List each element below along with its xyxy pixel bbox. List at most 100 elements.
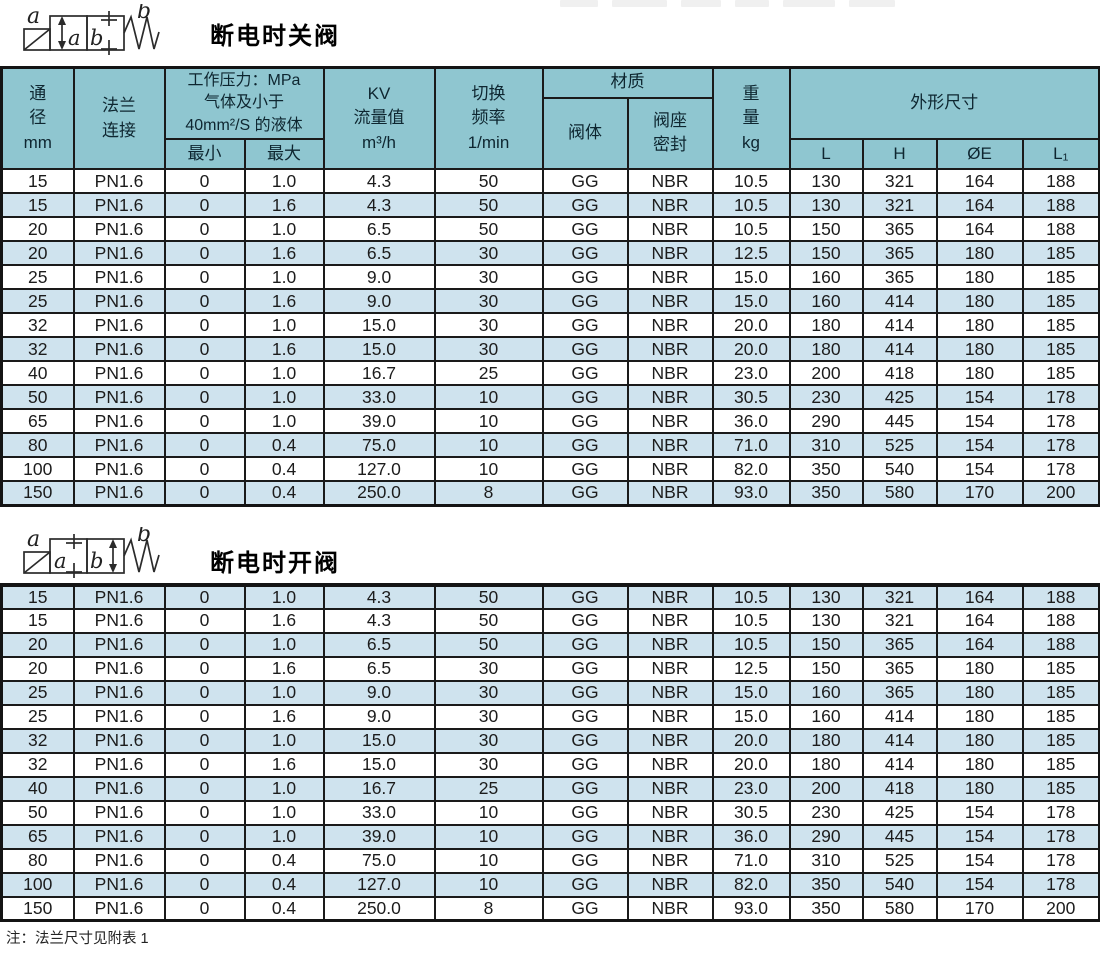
table-cell: 20	[0, 631, 75, 658]
table-cell: 180	[935, 703, 1024, 730]
table-cell: 50	[433, 607, 544, 634]
table-cell: 50	[433, 631, 544, 658]
table-row: 20 PN1.6 0 1.6 6.5 30 GG NBR 12.5 150 365 180 185	[0, 655, 1100, 682]
col-header-OE: ØE	[935, 138, 1024, 171]
table-cell: GG	[541, 264, 629, 291]
table-cell: 154	[935, 384, 1024, 411]
table-cell: PN1.6	[72, 312, 166, 339]
table-cell: 200	[788, 360, 864, 387]
table-cell: 75.0	[322, 432, 436, 459]
table-cell: 0	[163, 727, 246, 754]
table-row: 25 PN1.6 0 1.0 9.0 30 GG NBR 15.0 160 365 180 185	[0, 679, 1100, 706]
table-cell: 33.0	[322, 799, 436, 826]
table-cell: 20.0	[711, 336, 791, 363]
table-cell: 10	[433, 432, 544, 459]
table-cell: 32	[0, 751, 75, 778]
table-cell: NBR	[626, 871, 714, 898]
table-cell: 180	[935, 360, 1024, 387]
table-cell: 0.4	[243, 895, 325, 922]
table-cell: NBR	[626, 216, 714, 243]
table-cell: GG	[541, 480, 629, 507]
table-body-open: 15 PN1.6 0 1.0 4.3 50 GG NBR 10.5 130 321 164 188 15 P…	[0, 583, 1100, 922]
table-cell: 350	[788, 480, 864, 507]
table-cell: GG	[541, 703, 629, 730]
table-cell: 15.0	[322, 727, 436, 754]
table-cell: 180	[935, 288, 1024, 315]
table-cell: GG	[541, 727, 629, 754]
table-cell: PN1.6	[72, 751, 166, 778]
table-cell: GG	[541, 456, 629, 483]
table-cell: 0	[163, 679, 246, 706]
table-cell: 15.0	[322, 751, 436, 778]
table-cell: PN1.6	[72, 727, 166, 754]
table-row: 100 PN1.6 0 0.4 127.0 10 GG NBR 82.0 350 540 154 178	[0, 456, 1100, 483]
table-cell: GG	[541, 775, 629, 802]
table-row: 20 PN1.6 0 1.0 6.5 50 GG NBR 10.5 150 365 164 188	[0, 216, 1100, 243]
table-cell: 36.0	[711, 823, 791, 850]
table-cell: PN1.6	[72, 823, 166, 850]
table-cell: 350	[788, 895, 864, 922]
table-cell: 200	[1021, 895, 1100, 922]
table-cell: 365	[861, 240, 938, 267]
table-row: 25 PN1.6 0 1.6 9.0 30 GG NBR 15.0 160 414 180 185	[0, 288, 1100, 315]
table-cell: 10.5	[711, 216, 791, 243]
table-cell: 321	[861, 583, 938, 610]
table-cell: 65	[0, 823, 75, 850]
table-cell: 8	[433, 480, 544, 507]
table-cell: 1.6	[243, 240, 325, 267]
table-cell: PN1.6	[72, 336, 166, 363]
table-cell: 178	[1021, 871, 1100, 898]
table-cell: 20	[0, 216, 75, 243]
table-cell: PN1.6	[72, 631, 166, 658]
table-cell: 16.7	[322, 775, 436, 802]
section-header-close: a a b b 断电时关阀	[0, 0, 1100, 60]
table-cell: 160	[788, 288, 864, 315]
table-cell: 15	[0, 583, 75, 610]
table-cell: 425	[861, 384, 938, 411]
table-cell: 178	[1021, 456, 1100, 483]
table-cell: 75.0	[322, 847, 436, 874]
table-cell: 8	[433, 895, 544, 922]
table-cell: 1.0	[243, 583, 325, 610]
table-cell: 10	[433, 871, 544, 898]
table-cell: NBR	[626, 480, 714, 507]
table-cell: 178	[1021, 432, 1100, 459]
table-cell: GG	[541, 216, 629, 243]
table-cell: 0	[163, 703, 246, 730]
table-cell: GG	[541, 288, 629, 315]
table-cell: 82.0	[711, 871, 791, 898]
spring-icon	[123, 14, 160, 50]
table-cell: 127.0	[322, 456, 436, 483]
table-row: 80 PN1.6 0 0.4 75.0 10 GG NBR 71.0 310 525 154 178	[0, 432, 1100, 459]
table-cell: 540	[861, 456, 938, 483]
col-header-pressure-group: 工作压力：MPa 气体及小于 40mm²/S 的液体	[163, 66, 325, 141]
table-cell: 1.0	[243, 799, 325, 826]
table-cell: 6.5	[322, 655, 436, 682]
table-cell: 150	[788, 631, 864, 658]
table-cell: GG	[541, 655, 629, 682]
col-header-diameter: 通 径 mm	[0, 66, 75, 171]
table-cell: 160	[788, 703, 864, 730]
table-cell: NBR	[626, 288, 714, 315]
table-cell: 0.4	[243, 456, 325, 483]
table-row: 15 PN1.6 0 1.6 4.3 50 GG NBR 10.5 130 321 164 188	[0, 607, 1100, 634]
table-cell: NBR	[626, 607, 714, 634]
table-cell: NBR	[626, 192, 714, 219]
table-cell: 164	[935, 192, 1024, 219]
table-cell: 154	[935, 408, 1024, 435]
table-cell: 25	[0, 288, 75, 315]
table-cell: 150	[0, 480, 75, 507]
table-cell: PN1.6	[72, 360, 166, 387]
table-cell: 170	[935, 895, 1024, 922]
port-label-b: b	[137, 4, 151, 24]
table-cell: 71.0	[711, 432, 791, 459]
table-cell: 10	[433, 384, 544, 411]
table-cell: 20	[0, 655, 75, 682]
table-cell: 185	[1021, 312, 1100, 339]
table-cell: 130	[788, 192, 864, 219]
col-header-seat-seal: 阀座 密封	[626, 96, 714, 171]
table-cell: 180	[788, 312, 864, 339]
table-cell: GG	[541, 607, 629, 634]
table-cell: 93.0	[711, 480, 791, 507]
col-header-L: L	[788, 138, 864, 171]
